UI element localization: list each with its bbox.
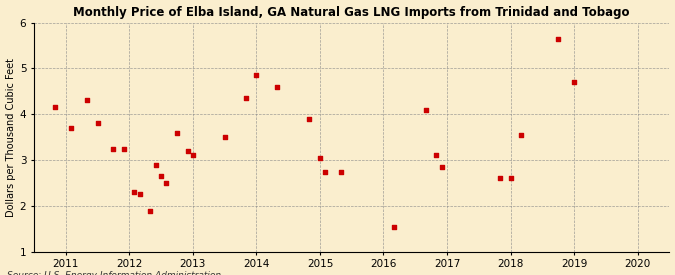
Point [272,84,283,89]
Point [81,98,92,103]
Point [494,176,505,181]
Point [304,117,315,121]
Point [161,181,171,185]
Point [315,156,325,160]
Point [421,108,431,112]
Point [431,153,441,158]
Point [553,36,564,41]
Point [320,169,331,174]
Point [251,73,262,78]
Point [108,146,119,151]
Point [171,130,182,135]
Y-axis label: Dollars per Thousand Cubic Feet: Dollars per Thousand Cubic Feet [5,58,16,217]
Point [129,190,140,194]
Title: Monthly Price of Elba Island, GA Natural Gas LNG Imports from Trinidad and Tobag: Monthly Price of Elba Island, GA Natural… [74,6,630,18]
Point [219,135,230,139]
Point [156,174,167,178]
Point [135,192,146,197]
Point [92,121,103,126]
Point [188,153,198,158]
Point [505,176,516,181]
Point [65,126,76,130]
Point [516,133,526,137]
Point [119,146,130,151]
Point [437,165,448,169]
Point [335,169,346,174]
Point [151,163,161,167]
Point [240,96,251,100]
Text: Source: U.S. Energy Information Administration: Source: U.S. Energy Information Administ… [7,271,221,275]
Point [145,209,156,214]
Point [182,149,193,153]
Point [569,80,580,84]
Point [389,224,400,229]
Point [49,105,60,109]
